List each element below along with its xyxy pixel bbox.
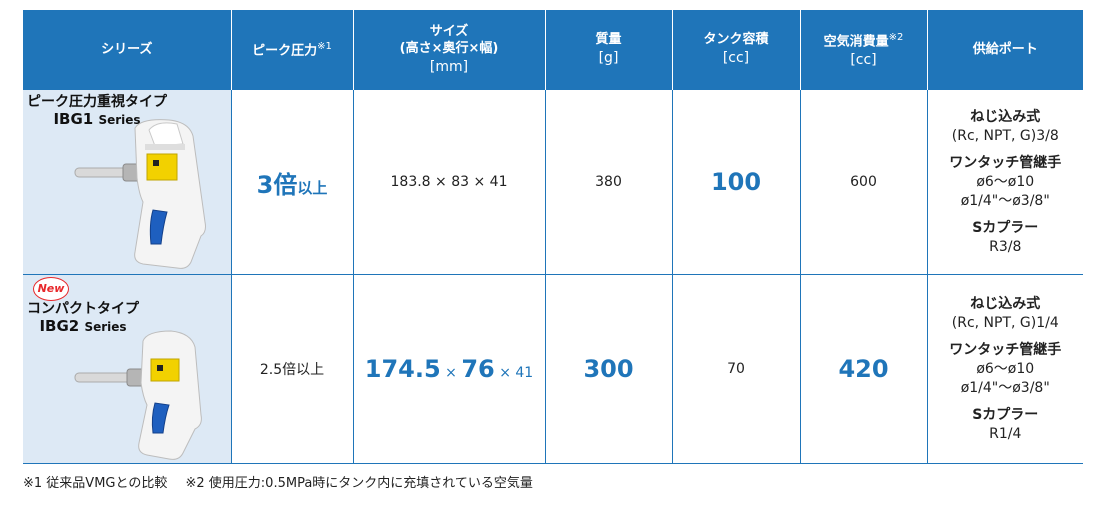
footnote-1: ※1 従来品VMGとの比較 — [23, 476, 168, 491]
table-row-ibg2: New コンパクトタイプ IBG2 Series 2.5倍以上 174.5 × — [23, 274, 1083, 464]
supply-port-list: ねじ込み式 (Rc, NPT, G)1/4 ワンタッチ管継手 ø6〜ø10 ø1… — [949, 295, 1062, 442]
blow-gun-image — [74, 330, 202, 460]
series-cell: New コンパクトタイプ IBG2 Series — [23, 274, 232, 464]
table-header-row: シリーズ ピーク圧力※1 サイズ (高さ×奥行×幅) [mm] 質量 [g] タン… — [23, 10, 1083, 90]
new-badge: New — [33, 277, 69, 301]
tank-volume-cell: 100 — [672, 90, 801, 275]
air-consumption-cell: 600 — [800, 90, 928, 275]
size-cell: 183.8 × 83 × 41 — [353, 90, 546, 275]
table-row-ibg1: ピーク圧力重視タイプ IBG1 Series 3倍以上 183.8 × 83 ×… — [23, 90, 1083, 275]
header-size: サイズ (高さ×奥行×幅) [mm] — [353, 10, 546, 90]
spec-table-container: シリーズ ピーク圧力※1 サイズ (高さ×奥行×幅) [mm] 質量 [g] タン… — [23, 10, 1083, 464]
tank-volume-cell: 70 — [672, 274, 801, 464]
supply-port-cell: ねじ込み式 (Rc, NPT, G)1/4 ワンタッチ管継手 ø6〜ø10 ø1… — [927, 274, 1083, 464]
series-cell: ピーク圧力重視タイプ IBG1 Series — [23, 90, 232, 275]
air-consumption-cell: 420 — [800, 274, 928, 464]
spec-table: シリーズ ピーク圧力※1 サイズ (高さ×奥行×幅) [mm] 質量 [g] タン… — [23, 10, 1083, 464]
peak-pressure-cell: 2.5倍以上 — [231, 274, 354, 464]
blow-gun-image — [74, 119, 206, 269]
supply-port-list: ねじ込み式 (Rc, NPT, G)3/8 ワンタッチ管継手 ø6〜ø10 ø1… — [949, 108, 1062, 255]
header-supply-port: 供給ポート — [927, 10, 1083, 90]
mass-cell: 300 — [545, 274, 673, 464]
mass-cell: 380 — [545, 90, 673, 275]
header-tank-volume: タンク容積 [cc] — [672, 10, 801, 90]
header-air-consumption: 空気消費量※2 [cc] — [800, 10, 928, 90]
footnote-ref-1: ※1 — [317, 40, 332, 52]
footnote-2: ※2 使用圧力:0.5MPa時にタンク内に充填されている空気量 — [185, 476, 533, 491]
series-name: コンパクトタイプ IBG2 Series — [27, 301, 139, 335]
footnote-ref-2: ※2 — [888, 31, 904, 43]
peak-pressure-cell: 3倍以上 — [231, 90, 354, 275]
header-peak-pressure: ピーク圧力※1 — [231, 10, 354, 90]
footnotes: ※1 従来品VMGとの比較 ※2 使用圧力:0.5MPa時にタンク内に充填されて… — [23, 472, 547, 491]
header-mass: 質量 [g] — [545, 10, 673, 90]
supply-port-cell: ねじ込み式 (Rc, NPT, G)3/8 ワンタッチ管継手 ø6〜ø10 ø1… — [927, 90, 1083, 275]
header-series: シリーズ — [23, 10, 232, 90]
series-name: ピーク圧力重視タイプ IBG1 Series — [27, 94, 167, 128]
size-cell: 174.5 × 76 × 41 — [353, 274, 546, 464]
